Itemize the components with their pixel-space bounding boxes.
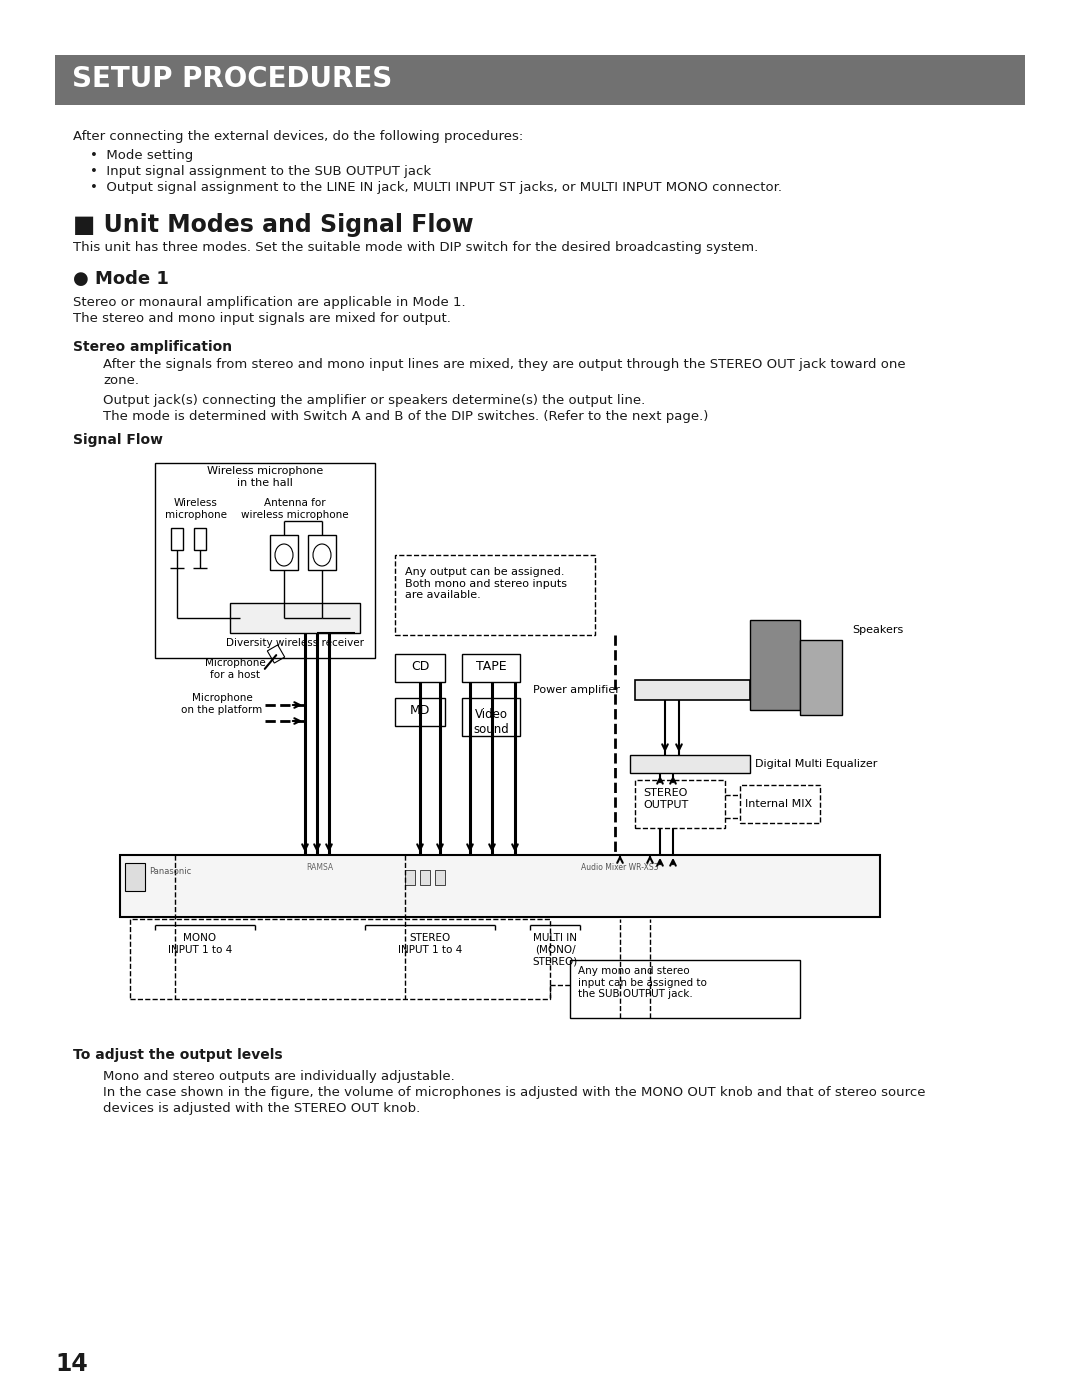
Bar	[395, 555, 595, 636]
Text: Stereo or monaural amplification are applicable in Mode 1.: Stereo or monaural amplification are app…	[73, 296, 465, 309]
Text: Antenna for
wireless microphone: Antenna for wireless microphone	[241, 497, 349, 520]
Text: After the signals from stereo and mono input lines are mixed, they are output th: After the signals from stereo and mono i…	[103, 358, 906, 372]
Bar	[230, 604, 360, 633]
Bar	[462, 654, 519, 682]
Bar	[740, 785, 820, 823]
Text: To adjust the output levels: To adjust the output levels	[73, 1048, 283, 1062]
Text: Output jack(s) connecting the amplifier or speakers determine(s) the output line: Output jack(s) connecting the amplifier …	[103, 394, 645, 407]
Bar	[635, 780, 725, 828]
Text: •  Output signal assignment to the LINE IN jack, MULTI INPUT ST jacks, or MULTI : • Output signal assignment to the LINE I…	[90, 182, 782, 194]
Text: Video
sound: Video sound	[473, 708, 509, 736]
Text: zone.: zone.	[103, 374, 139, 387]
Bar	[800, 640, 842, 715]
Bar	[270, 535, 298, 570]
Text: STEREO
OUTPUT: STEREO OUTPUT	[643, 788, 688, 810]
Text: Diversity wireless receiver: Diversity wireless receiver	[226, 638, 364, 648]
Bar	[130, 919, 550, 999]
Text: The mode is determined with Switch A and B of the DIP switches. (Refer to the ne: The mode is determined with Switch A and…	[103, 409, 708, 423]
Bar	[125, 863, 145, 891]
Text: Microphone
on the platform: Microphone on the platform	[181, 693, 262, 715]
Circle shape	[327, 877, 343, 894]
Text: Any output can be assigned.
Both mono and stereo inputs
are available.: Any output can be assigned. Both mono an…	[405, 567, 567, 601]
Bar	[462, 698, 519, 736]
Circle shape	[302, 877, 318, 894]
Text: 14: 14	[55, 1352, 87, 1376]
Bar	[194, 528, 206, 550]
Bar	[308, 617, 323, 630]
Text: Digital Multi Equalizer: Digital Multi Equalizer	[755, 759, 877, 768]
Text: Stereo amplification: Stereo amplification	[73, 339, 232, 353]
Bar	[268, 645, 285, 664]
Bar	[570, 960, 800, 1018]
Bar	[405, 870, 415, 886]
Text: The stereo and mono input signals are mixed for output.: The stereo and mono input signals are mi…	[73, 312, 450, 326]
Text: SETUP PROCEDURES: SETUP PROCEDURES	[72, 66, 392, 94]
Circle shape	[546, 872, 573, 900]
Circle shape	[755, 882, 765, 891]
Text: Signal Flow: Signal Flow	[73, 433, 163, 447]
Text: MD: MD	[409, 704, 430, 717]
Text: Audio Mixer WR-XS3: Audio Mixer WR-XS3	[581, 863, 659, 872]
Text: ■ Unit Modes and Signal Flow: ■ Unit Modes and Signal Flow	[73, 212, 474, 237]
Text: MONO
INPUT 1 to 4: MONO INPUT 1 to 4	[167, 933, 232, 954]
Text: STEREO
INPUT 1 to 4: STEREO INPUT 1 to 4	[397, 933, 462, 954]
Text: In the case shown in the figure, the volume of microphones is adjusted with the : In the case shown in the figure, the vol…	[103, 1085, 926, 1099]
Circle shape	[276, 877, 293, 894]
Circle shape	[157, 877, 173, 894]
Bar	[395, 654, 445, 682]
Text: Any mono and stereo
input can be assigned to
the SUB OUTPUT jack.: Any mono and stereo input can be assigne…	[578, 965, 707, 999]
Circle shape	[352, 877, 368, 894]
Text: •  Input signal assignment to the SUB OUTPUT jack: • Input signal assignment to the SUB OUT…	[90, 165, 431, 177]
Bar	[55, 54, 1025, 105]
Bar	[630, 754, 750, 773]
Circle shape	[600, 872, 629, 900]
Text: Mono and stereo outputs are individually adjustable.: Mono and stereo outputs are individually…	[103, 1070, 455, 1083]
Bar	[268, 617, 291, 630]
Text: CD: CD	[410, 659, 429, 673]
Bar	[171, 528, 183, 550]
Bar	[156, 462, 375, 658]
Circle shape	[207, 877, 222, 894]
Text: After connecting the external devices, do the following procedures:: After connecting the external devices, d…	[73, 130, 523, 142]
Bar	[750, 620, 800, 710]
Text: Speakers: Speakers	[852, 624, 903, 636]
Bar	[435, 870, 445, 886]
Text: This unit has three modes. Set the suitable mode with DIP switch for the desired: This unit has three modes. Set the suita…	[73, 242, 758, 254]
Circle shape	[232, 877, 248, 894]
Text: RAMSA: RAMSA	[307, 863, 334, 872]
Text: devices is adjusted with the STEREO OUT knob.: devices is adjusted with the STEREO OUT …	[103, 1102, 420, 1115]
Text: Power amplifier: Power amplifier	[534, 685, 620, 694]
Text: •  Mode setting: • Mode setting	[90, 149, 193, 162]
Bar	[395, 698, 445, 726]
Text: Internal MIX: Internal MIX	[745, 799, 812, 809]
Bar	[308, 535, 336, 570]
Text: Wireless microphone
in the hall: Wireless microphone in the hall	[207, 467, 323, 488]
Bar	[420, 870, 430, 886]
Text: ● Mode 1: ● Mode 1	[73, 270, 168, 288]
Bar	[120, 855, 880, 916]
Bar	[635, 680, 750, 700]
Text: Panasonic: Panasonic	[149, 868, 191, 876]
Text: Microphone
for a host: Microphone for a host	[204, 658, 266, 679]
Circle shape	[183, 877, 198, 894]
Circle shape	[656, 872, 684, 900]
Text: TAPE: TAPE	[475, 659, 507, 673]
Text: Wireless
microphone: Wireless microphone	[165, 497, 227, 520]
Text: MULTI IN
(MONO/
STEREO): MULTI IN (MONO/ STEREO)	[532, 933, 578, 967]
Bar	[235, 617, 249, 630]
